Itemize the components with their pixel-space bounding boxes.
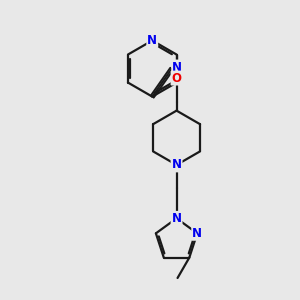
Text: N: N <box>172 158 182 171</box>
Text: N: N <box>172 212 182 225</box>
Text: N: N <box>147 34 157 47</box>
Text: N: N <box>172 61 182 74</box>
Text: O: O <box>172 72 182 85</box>
Text: N: N <box>192 227 202 240</box>
